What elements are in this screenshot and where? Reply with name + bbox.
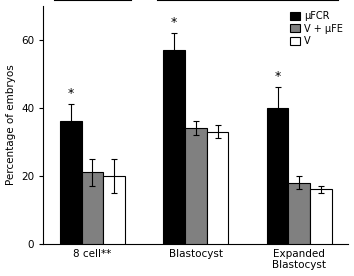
Bar: [82, 172, 103, 244]
Bar: [163, 50, 185, 244]
Bar: [103, 176, 125, 244]
Bar: [310, 190, 332, 244]
Bar: [60, 121, 82, 244]
Y-axis label: Percentage of embryos: Percentage of embryos: [6, 64, 16, 185]
Text: *: *: [274, 70, 281, 83]
Bar: [289, 183, 310, 244]
Text: *: *: [171, 16, 177, 29]
Bar: [185, 128, 207, 244]
Bar: [267, 108, 289, 244]
Legend: μFCR, V + μFE, V: μFCR, V + μFE, V: [289, 10, 344, 47]
Bar: [207, 132, 228, 244]
Text: *: *: [68, 87, 74, 100]
